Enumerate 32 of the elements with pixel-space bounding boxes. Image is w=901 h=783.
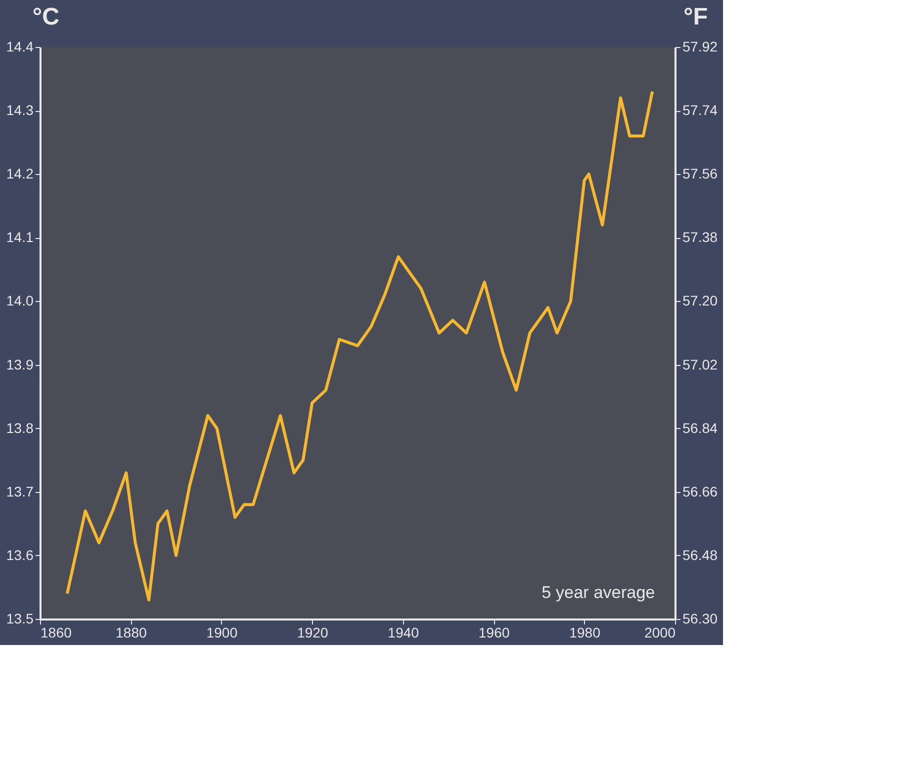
y-tick-label: 13.5	[6, 610, 34, 626]
y-axis-title: °C	[32, 4, 60, 30]
x-tick-label: 1980	[569, 624, 601, 640]
y-tick-label: 14.3	[6, 102, 34, 118]
y-tick-label: 14.1	[6, 229, 34, 246]
line-series	[66, 90, 654, 602]
x-tick-label: 1940	[388, 624, 420, 640]
y2-axis-title: °F	[684, 4, 708, 30]
x-tick-label: 1880	[116, 624, 147, 640]
x-tick-label: 1960	[478, 624, 510, 640]
y2-tick-label: 57.74	[682, 102, 718, 118]
y-tick-label: 13.8	[6, 420, 34, 436]
y2-tick-label: 56.66	[682, 483, 718, 500]
y-tick-label: 14.0	[6, 292, 34, 309]
x-tick-label: 1920	[297, 624, 328, 640]
y2-tick-label: 57.20	[682, 292, 718, 309]
y-tick-label: 13.9	[6, 356, 34, 372]
y-tick-label: 14.4	[6, 38, 34, 54]
x-tick-label: 1860	[40, 624, 72, 640]
y2-tick-label: 56.84	[682, 420, 718, 436]
y-tick-label: 13.7	[6, 483, 34, 500]
y-tick-label: 13.6	[6, 546, 34, 563]
annotation: 5 year average	[542, 583, 655, 602]
y2-tick-label: 57.38	[682, 229, 718, 246]
y2-tick-label: 57.02	[682, 356, 718, 372]
y2-tick-label: 57.92	[682, 38, 718, 54]
x-tick-label: 2000	[644, 624, 676, 640]
y2-tick-label: 56.30	[682, 610, 718, 626]
y-tick-label: 14.2	[6, 166, 34, 182]
y2-tick-label: 56.48	[682, 546, 718, 563]
x-tick-label: 1900	[206, 624, 238, 640]
y2-tick-label: 57.56	[682, 166, 718, 182]
